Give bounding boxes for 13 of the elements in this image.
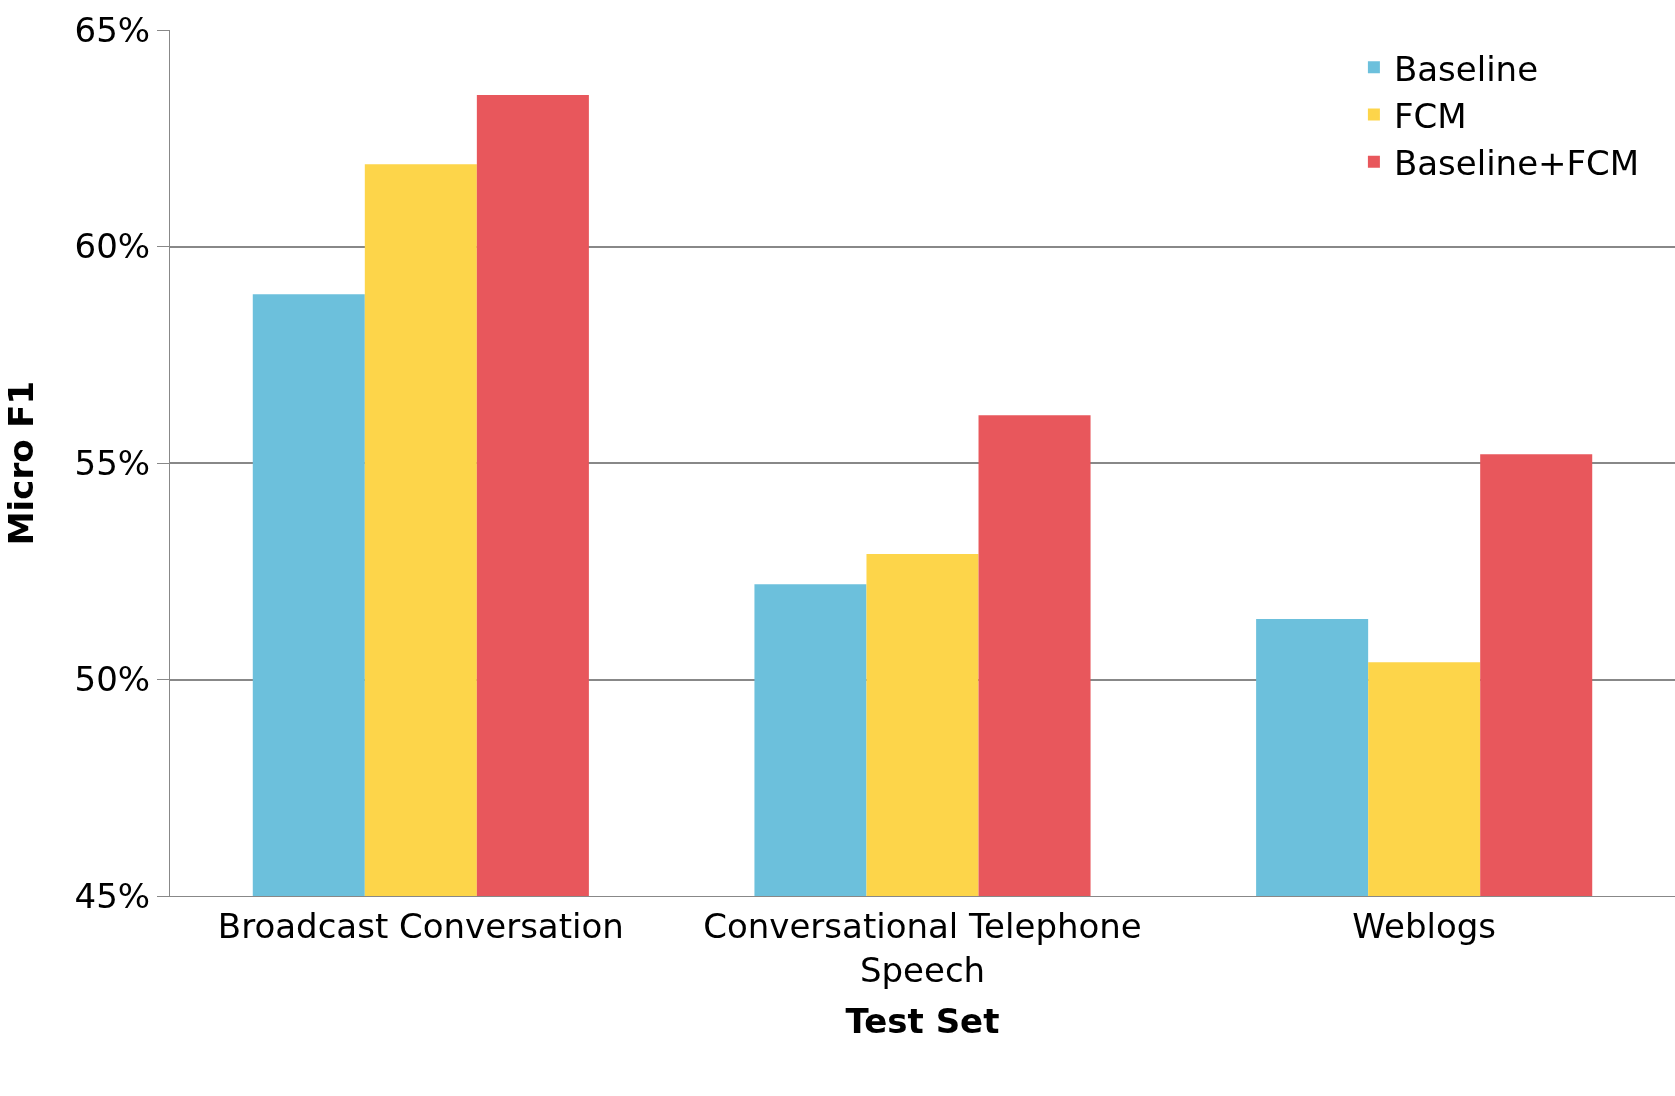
y-tick-label: 50% xyxy=(74,659,151,700)
x-tick-label: Weblogs xyxy=(1352,905,1497,946)
y-tick-label: 65% xyxy=(74,9,151,50)
y-tick-label: 55% xyxy=(74,442,151,483)
legend-label: FCM xyxy=(1393,95,1467,136)
x-axis-title: Test Set xyxy=(845,1001,1000,1042)
y-tick-label: 60% xyxy=(74,226,151,267)
y-tick-label: 45% xyxy=(74,875,151,916)
legend-label: Baseline+FCM xyxy=(1393,142,1640,183)
x-tick-label: Conversational Telephone Speech xyxy=(703,905,1142,990)
y-axis-title: Micro F1 xyxy=(1,380,42,546)
x-tick-label: Broadcast Conversation xyxy=(217,905,624,946)
legend-label: Baseline xyxy=(1393,48,1539,89)
